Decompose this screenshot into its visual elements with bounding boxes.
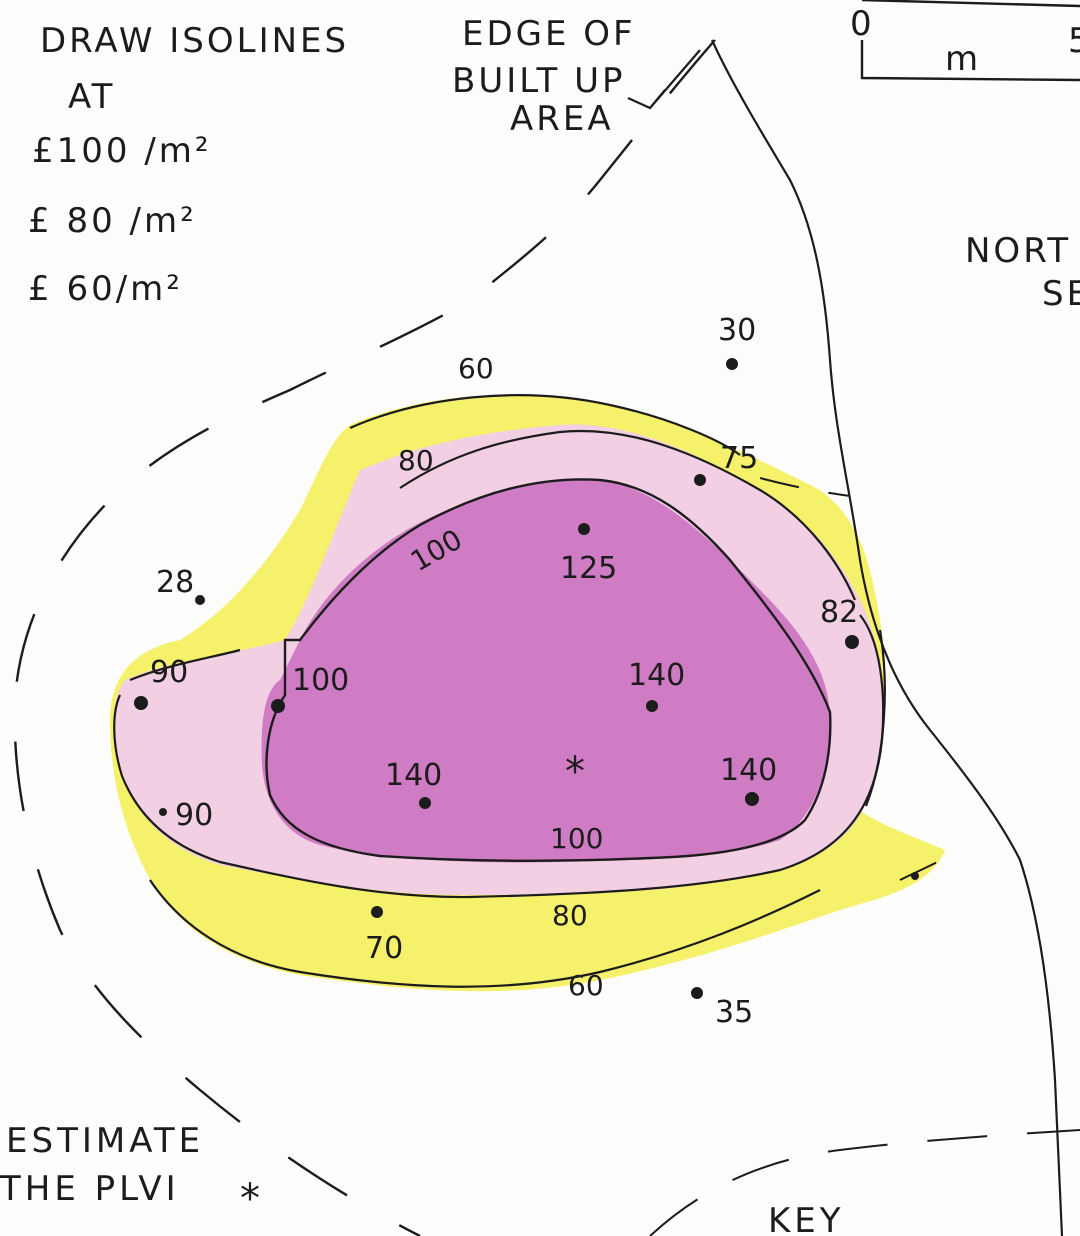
isoline-80 (113, 429, 885, 899)
value-90-west: 90 (150, 655, 188, 690)
point-140-left (419, 797, 431, 809)
coastline (710, 39, 1064, 1236)
edge-arrow-icon (627, 49, 701, 110)
estimate-note: ESTIMATE THE PLVI * (0, 1121, 260, 1222)
key-label: KEY (768, 1201, 845, 1236)
point-140-centre (646, 700, 658, 712)
isoline-label-top-60: 60 (458, 352, 494, 385)
value-140-left: 140 (385, 758, 442, 793)
plvi-star-icon: * (565, 749, 585, 795)
value-30: 30 (718, 313, 756, 348)
isoline-label-south-60: 60 (568, 969, 604, 1002)
sea-label-line-1: NORT (965, 231, 1071, 271)
instructions-line-2: AT (68, 77, 115, 117)
edge-of-built-up-area-line (13, 39, 716, 1236)
value-100-west: 100 (292, 663, 349, 698)
point-70 (371, 906, 383, 918)
value-82: 82 (820, 595, 858, 630)
estimate-star-icon: * (240, 1176, 260, 1222)
scale-bar (860, 0, 1080, 82)
value-90-sw: 90 (175, 798, 213, 833)
estimate-line-1: ESTIMATE (6, 1121, 204, 1161)
point-east-dot (911, 872, 919, 880)
isoline-label-south-80: 80 (552, 899, 588, 932)
instructions-line-3: £100 /m² (32, 131, 212, 171)
edge-of-built-up-area-line-east (759, 477, 946, 881)
point-140-right (745, 792, 759, 806)
value-125: 125 (560, 551, 617, 586)
sea-label-line-2: SE (1042, 274, 1080, 314)
scale-unit-label: m (945, 39, 981, 79)
value-28: 28 (156, 565, 194, 600)
edge-label: EDGE OF BUILT UP AREA (452, 14, 636, 139)
sample-points (134, 358, 919, 999)
estimate-line-2: THE PLVI (0, 1169, 180, 1209)
point-28 (195, 595, 205, 605)
point-35 (691, 987, 703, 999)
point-125 (578, 523, 590, 535)
point-30 (726, 358, 738, 370)
edge-label-line-3: AREA (510, 99, 614, 139)
point-75 (694, 474, 706, 486)
value-140-centre: 140 (628, 658, 685, 693)
instructions-line-4: £ 80 /m² (28, 201, 197, 241)
point-82 (845, 635, 859, 649)
scale-end-label: 5 (1068, 21, 1080, 61)
edge-of-built-up-area-line-south (649, 1129, 1080, 1236)
isoline-label-top-80: 80 (398, 444, 434, 477)
point-90-sw (159, 808, 167, 816)
isoline-100 (265, 478, 832, 862)
instructions-line-1: DRAW ISOLINES (40, 21, 349, 61)
value-70: 70 (365, 931, 403, 966)
point-90-west (134, 696, 148, 710)
value-35: 35 (715, 995, 753, 1030)
scale-zero-label: 0 (850, 4, 875, 44)
instructions-line-5: £ 60/m² (28, 269, 183, 309)
edge-label-line-1: EDGE OF (462, 14, 636, 54)
edge-label-line-2: BUILT UP (452, 61, 625, 101)
value-75: 75 (720, 441, 758, 476)
instructions-note: DRAW ISOLINES AT £100 /m² £ 80 /m² £ 60/… (28, 21, 349, 309)
point-100-west (271, 699, 285, 713)
band-100-plus-magenta (261, 478, 830, 863)
isoline-label-south-100: 100 (550, 822, 603, 855)
value-140-right: 140 (720, 753, 777, 788)
